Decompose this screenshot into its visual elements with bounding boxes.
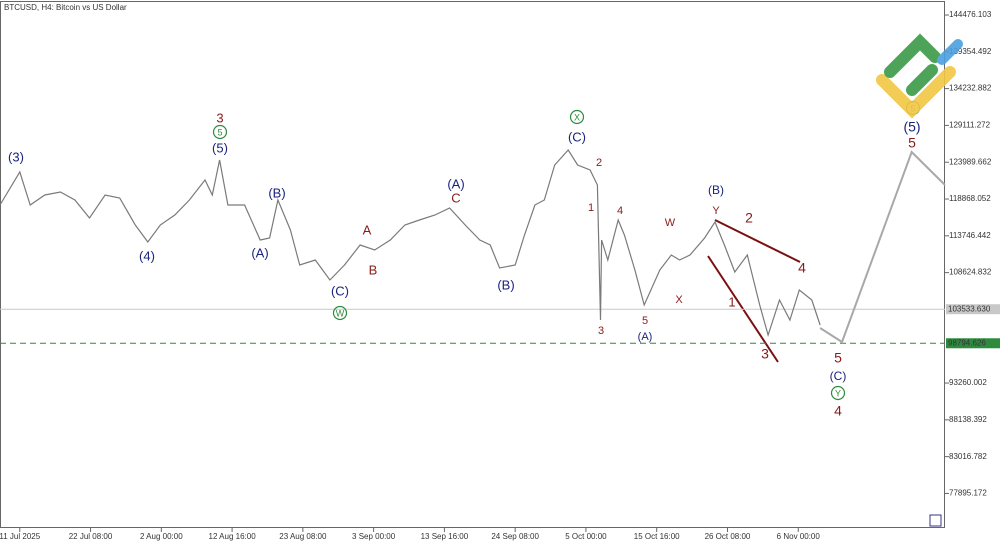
wave-label: 5 xyxy=(217,127,222,137)
wave-label: 2 xyxy=(596,157,602,169)
y-tick-label: 144476.103 xyxy=(949,10,992,19)
wave-label: 5 xyxy=(908,135,916,151)
wave-label: (3) xyxy=(8,149,24,164)
y-tick-label: 77895.172 xyxy=(949,489,987,498)
x-tick-label: 2 Aug 00:00 xyxy=(140,532,183,541)
wave-label: (A) xyxy=(447,176,464,191)
x-tick-label: 11 Jul 2025 xyxy=(0,532,41,541)
y-tick-label: 88138.392 xyxy=(949,415,987,424)
plot-frame xyxy=(0,1,945,528)
wave-label: X xyxy=(675,294,683,306)
y-tick-label: 83016.782 xyxy=(949,452,987,461)
wave-label: 3 xyxy=(761,346,769,362)
x-tick-label: 13 Sep 16:00 xyxy=(421,532,469,541)
y-tick-label: 129111.272 xyxy=(949,121,991,130)
wave-label: (A) xyxy=(638,331,653,343)
x-tick-label: 12 Aug 16:00 xyxy=(209,532,257,541)
wave-label: 5 xyxy=(834,350,842,366)
chart-title: BTCUSD, H4: Bitcoin vs US Dollar xyxy=(4,3,127,12)
corner-button[interactable] xyxy=(929,514,942,527)
wave-label: (5) xyxy=(903,119,920,135)
wave-label: Y xyxy=(835,388,841,398)
wave-label: (B) xyxy=(708,183,724,197)
annotation-circle xyxy=(332,305,348,321)
y-tick-label: 134232.882 xyxy=(949,84,992,93)
wave-label: 1 xyxy=(588,202,594,214)
wave-label: 4 xyxy=(617,205,623,217)
wave-label: (A) xyxy=(251,245,268,260)
x-tick-label: 23 Aug 08:00 xyxy=(279,532,327,541)
y-tick-label: 108624.832 xyxy=(949,268,992,277)
wave-label: 2 xyxy=(745,210,753,226)
wave-label: 4 xyxy=(834,403,842,419)
wave-label: 3 xyxy=(598,325,604,337)
y-tick-label: 139354.492 xyxy=(949,47,992,56)
annotation-circle xyxy=(569,109,585,125)
x-tick-label: 22 Jul 08:00 xyxy=(69,532,113,541)
price-label: 103533.630 xyxy=(948,304,991,313)
wave-label: (C) xyxy=(568,129,586,144)
wave-label: W xyxy=(336,308,345,318)
x-tick-label: 26 Oct 08:00 xyxy=(705,532,751,541)
wave-label: Y xyxy=(712,205,720,217)
wave-label: (B) xyxy=(497,277,514,292)
wave-label: (B) xyxy=(268,185,285,200)
x-tick-label: 6 Nov 00:00 xyxy=(777,532,821,541)
x-tick-label: 3 Sep 00:00 xyxy=(352,532,396,541)
y-tick-label: 93260.002 xyxy=(949,378,987,387)
wave-label: A xyxy=(363,222,372,237)
price-label-box xyxy=(946,304,1000,315)
logo xyxy=(876,33,963,119)
y-tick-label: 113746.442 xyxy=(949,231,991,240)
price-line-series xyxy=(819,150,946,344)
price-line-series xyxy=(0,149,821,338)
x-tick-label: 5 Oct 00:00 xyxy=(565,532,607,541)
wave-label: 1 xyxy=(728,294,735,309)
y-tick-label: 123989.662 xyxy=(949,157,992,166)
wave-label: B xyxy=(369,262,378,277)
annotation-circle xyxy=(830,385,846,401)
wave-label: (4) xyxy=(139,248,155,263)
wave-label: (C) xyxy=(331,283,349,298)
wave-label: X xyxy=(574,112,580,122)
price-label: 98794.626 xyxy=(948,338,986,347)
annotation-circle xyxy=(212,124,228,140)
wave-label: (C) xyxy=(830,369,847,383)
price-label-box xyxy=(946,338,1000,349)
x-tick-label: 24 Sep 08:00 xyxy=(491,532,539,541)
x-tick-label: 15 Oct 16:00 xyxy=(634,532,680,541)
trend-line xyxy=(714,219,801,263)
wave-label: 5 xyxy=(642,315,648,327)
wave-label: 4 xyxy=(798,260,806,276)
y-tick-label: 118868.052 xyxy=(949,194,991,203)
wave-label: (5) xyxy=(212,140,228,155)
wave-label: W xyxy=(665,217,676,229)
wave-label: C xyxy=(451,190,460,205)
wave-label: 3 xyxy=(216,110,223,125)
